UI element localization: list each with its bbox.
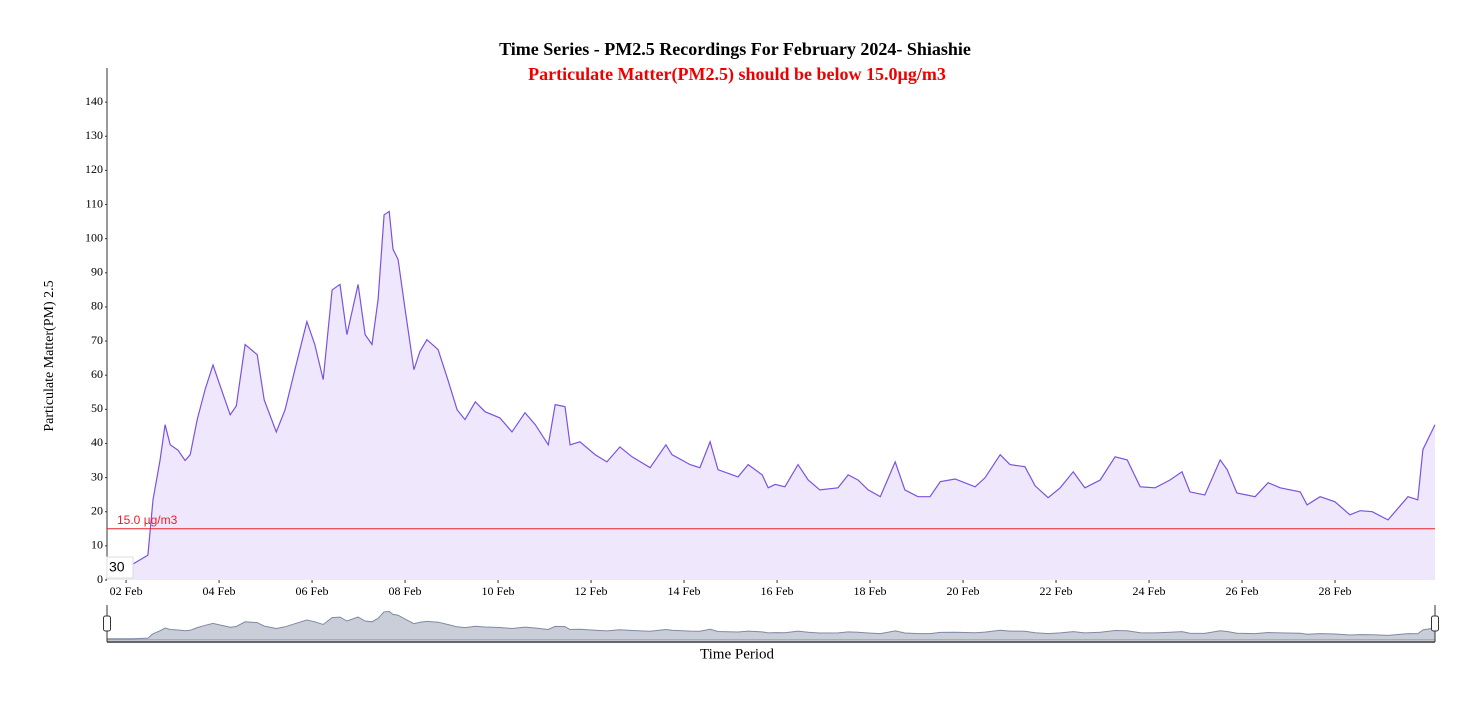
x-tick-label: 20 Feb (947, 584, 980, 598)
x-axis-label: Time Period (700, 646, 775, 662)
x-tick-label: 26 Feb (1226, 584, 1259, 598)
x-tick-label: 16 Feb (761, 584, 794, 598)
navigator-handle[interactable] (103, 615, 111, 632)
y-tick-label: 140 (85, 94, 103, 108)
x-tick-label: 06 Feb (296, 584, 329, 598)
navigator-handle[interactable] (1431, 615, 1439, 632)
y-tick-label: 90 (91, 265, 103, 279)
x-tick-label: 10 Feb (482, 584, 515, 598)
chart-subtitle: Particulate Matter(PM2.5) should be belo… (528, 64, 946, 85)
x-tick-label: 24 Feb (1133, 584, 1166, 598)
y-tick-label: 70 (91, 333, 103, 347)
x-tick-label: 18 Feb (854, 584, 887, 598)
area-fill (107, 211, 1435, 580)
y-tick-label: 100 (85, 230, 103, 244)
y-tick-label: 0 (97, 572, 103, 586)
x-tick-label: 22 Feb (1040, 584, 1073, 598)
y-axis-label: Particulate Matter(PM) 2.5 (42, 280, 57, 431)
y-tick-label: 120 (85, 162, 103, 176)
y-tick-label: 130 (85, 128, 103, 142)
y-tick-label: 60 (91, 367, 103, 381)
x-tick-label: 28 Feb (1319, 584, 1352, 598)
x-tick-label: 02 Feb (110, 584, 143, 598)
x-tick-label: 04 Feb (203, 584, 236, 598)
x-tick-label: 08 Feb (389, 584, 422, 598)
y-tick-label: 10 (91, 538, 103, 552)
x-tick-label: 14 Feb (668, 584, 701, 598)
y-tick-label: 20 (91, 503, 103, 517)
y-tick-label: 50 (91, 401, 103, 415)
range-box (106, 556, 134, 579)
chart-title: Time Series - PM2.5 Recordings For Febru… (499, 39, 971, 59)
y-tick-label: 110 (85, 196, 103, 210)
range-box-label: 30 (109, 559, 125, 575)
navigator-area (106, 610, 1436, 641)
y-tick-label: 30 (91, 469, 103, 483)
line (106, 210, 1436, 566)
y-tick-label: 40 (91, 435, 103, 449)
y-tick-label: 80 (91, 299, 103, 313)
x-tick-label: 12 Feb (575, 584, 608, 598)
threshold-label: 15.0 µg/m3 (117, 513, 178, 527)
